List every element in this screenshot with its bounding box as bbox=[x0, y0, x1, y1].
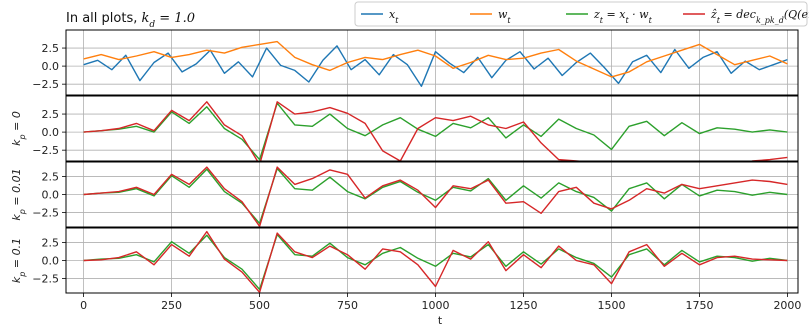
subplots: −2.5 0.0 2.5 −2.5 0.0 2.5 kp = 0 −2.5 0.0 2.5 kp =… bbox=[10, 29, 799, 294]
series-line-t bbox=[83, 101, 788, 161]
legend: xt wt zt = xt · wt ẑt = deck_pk_d(Q(enck_pk… bbox=[354, 1, 809, 27]
chart-title: In all plots, kd = 1.0 bbox=[66, 11, 195, 30]
series-line-zt bbox=[83, 233, 788, 291]
legend-label: ẑt = deck_pk_d(Q(enck_pk_d(xt))) · wt bbox=[710, 8, 809, 25]
x-tick-label: 1750 bbox=[685, 299, 713, 312]
series-line-wt bbox=[83, 40, 788, 78]
subplot-frame bbox=[65, 161, 799, 228]
legend-entry: wt bbox=[470, 8, 511, 25]
y-axis-label: kp = 0 bbox=[10, 111, 27, 146]
y-tick-label: −2.5 bbox=[32, 78, 59, 91]
y-tick-label: 2.5 bbox=[42, 108, 60, 121]
x-axis: 0 250 500 750 1000 1250 1500 1750 2000 bbox=[80, 293, 801, 312]
x-tick-label: 2000 bbox=[773, 299, 801, 312]
title-math: kd = 1.0 bbox=[141, 11, 195, 30]
x-tick-label: 250 bbox=[161, 299, 182, 312]
y-tick-label: 0.0 bbox=[42, 60, 60, 73]
x-tick-label: 1250 bbox=[510, 299, 538, 312]
x-tick-label: 750 bbox=[337, 299, 358, 312]
series-line-t bbox=[83, 166, 788, 227]
y-axis-label: kp = 0.01 bbox=[10, 168, 27, 220]
legend-label: xt bbox=[389, 8, 399, 25]
legend-entry: xt bbox=[361, 8, 399, 25]
series-line-zt bbox=[83, 102, 788, 161]
x-axis-label: t bbox=[438, 314, 443, 327]
y-axis-label: kp = 0.1 bbox=[10, 238, 27, 283]
subplot-1: −2.5 0.0 2.5 bbox=[32, 29, 799, 96]
subplot-frame bbox=[65, 29, 799, 96]
subplot-2: −2.5 0.0 2.5 kp = 0 bbox=[10, 95, 799, 162]
subplot-3: −2.5 0.0 2.5 kp = 0.01 bbox=[10, 161, 799, 228]
y-tick-label: 2.5 bbox=[42, 236, 60, 249]
y-tick-label: 0.0 bbox=[42, 189, 60, 202]
x-tick-label: 0 bbox=[80, 299, 87, 312]
y-tick-label: −2.5 bbox=[32, 207, 59, 220]
y-tick-label: −2.5 bbox=[32, 144, 59, 157]
series-line-t bbox=[83, 230, 788, 293]
y-tick-label: 0.0 bbox=[42, 255, 60, 268]
series-line-xt bbox=[83, 45, 788, 87]
y-tick-label: −2.5 bbox=[32, 273, 59, 286]
legend-entry: ẑt = deck_pk_d(Q(enck_pk_d(xt))) · wt bbox=[683, 8, 809, 25]
subplot-4: −2.5 0.0 2.5 kp = 0.1 bbox=[10, 227, 799, 294]
subplot-frame bbox=[65, 95, 799, 162]
x-tick-label: 500 bbox=[249, 299, 270, 312]
y-tick-label: 2.5 bbox=[42, 170, 60, 183]
series-line-zt bbox=[83, 167, 788, 225]
subplot-frame bbox=[65, 227, 799, 294]
legend-entry: zt = xt · wt bbox=[566, 8, 653, 25]
title-prefix: In all plots, bbox=[66, 11, 141, 26]
x-tick-label: 1500 bbox=[597, 299, 625, 312]
legend-label: wt bbox=[498, 8, 511, 25]
y-tick-label: 0.0 bbox=[42, 126, 60, 139]
legend-label: zt = xt · wt bbox=[593, 8, 653, 25]
y-tick-label: 2.5 bbox=[42, 42, 60, 55]
x-tick-label: 1000 bbox=[422, 299, 450, 312]
